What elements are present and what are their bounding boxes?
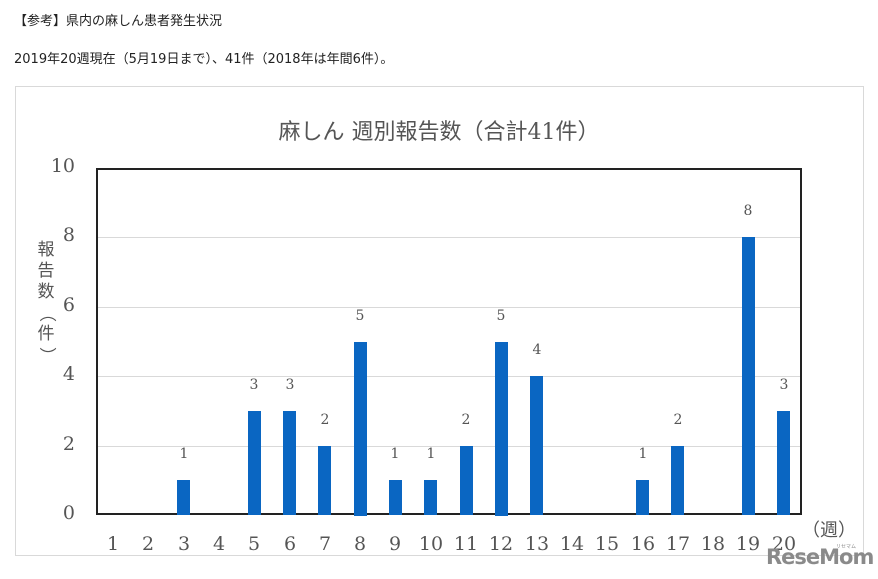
gridline (98, 307, 800, 308)
data-label: 3 (249, 377, 259, 393)
bar (742, 237, 755, 515)
bar (389, 480, 402, 515)
x-tick-label: 13 (524, 533, 550, 555)
x-tick-label: 6 (283, 533, 297, 555)
x-tick-label: 9 (388, 533, 402, 555)
bar (495, 342, 508, 516)
summary-text: 2019年20週現在（5月19日まで）、41件（2018年は年間6件）。 (14, 52, 394, 67)
x-tick-label: 5 (247, 533, 261, 555)
data-label: 1 (426, 446, 436, 462)
bar (318, 446, 331, 515)
x-tick-label: 20 (771, 533, 797, 555)
data-label: 2 (673, 412, 683, 428)
watermark-sub: リセマム (836, 544, 857, 550)
y-axis-label: 報告数（件） (36, 240, 57, 364)
y-tick-label: 6 (62, 294, 75, 316)
data-label: 1 (390, 446, 400, 462)
x-tick-label: 3 (177, 533, 191, 555)
bar (248, 411, 261, 515)
x-tick-label: 15 (594, 533, 620, 555)
gridline (98, 237, 800, 238)
x-tick-label: 8 (353, 533, 367, 555)
x-axis-label: （週） (802, 520, 856, 541)
y-tick-label: 8 (62, 224, 75, 246)
gridline (98, 376, 800, 377)
data-label: 8 (743, 203, 753, 219)
x-tick-label: 11 (453, 533, 479, 555)
data-label: 5 (496, 308, 506, 324)
bar (354, 342, 367, 516)
bar (177, 480, 190, 515)
bar (636, 480, 649, 515)
x-tick-label: 18 (700, 533, 726, 555)
bar (424, 480, 437, 515)
x-tick-label: 1 (106, 533, 120, 555)
data-label: 1 (179, 446, 189, 462)
x-tick-label: 10 (418, 533, 444, 555)
y-tick-label: 2 (62, 433, 75, 455)
y-tick-label: 10 (50, 155, 75, 177)
x-tick-label: 4 (212, 533, 226, 555)
bar (671, 446, 684, 515)
data-label: 2 (320, 412, 330, 428)
bar (283, 411, 296, 515)
x-tick-label: 7 (318, 533, 332, 555)
plot-area (96, 168, 802, 515)
bar (777, 411, 790, 515)
x-tick-label: 2 (141, 533, 155, 555)
y-tick-label: 0 (62, 502, 75, 524)
data-label: 2 (461, 412, 471, 428)
gridline (98, 446, 800, 447)
x-tick-label: 17 (665, 533, 691, 555)
x-tick-label: 16 (630, 533, 656, 555)
data-label: 5 (355, 308, 365, 324)
watermark-logo: ReseMom (766, 545, 874, 569)
bar (530, 376, 543, 515)
chart-frame (15, 86, 864, 556)
bar (460, 446, 473, 515)
data-label: 3 (779, 377, 789, 393)
y-tick-label: 4 (62, 363, 75, 385)
data-label: 1 (638, 446, 648, 462)
page-heading: 【参考】県内の麻しん患者発生状況 (14, 14, 223, 29)
x-tick-label: 19 (735, 533, 761, 555)
x-tick-label: 14 (559, 533, 585, 555)
data-label: 3 (285, 377, 295, 393)
x-tick-label: 12 (488, 533, 514, 555)
chart-title: 麻しん 週別報告数（合計41件） (278, 120, 600, 145)
data-label: 4 (532, 342, 542, 358)
